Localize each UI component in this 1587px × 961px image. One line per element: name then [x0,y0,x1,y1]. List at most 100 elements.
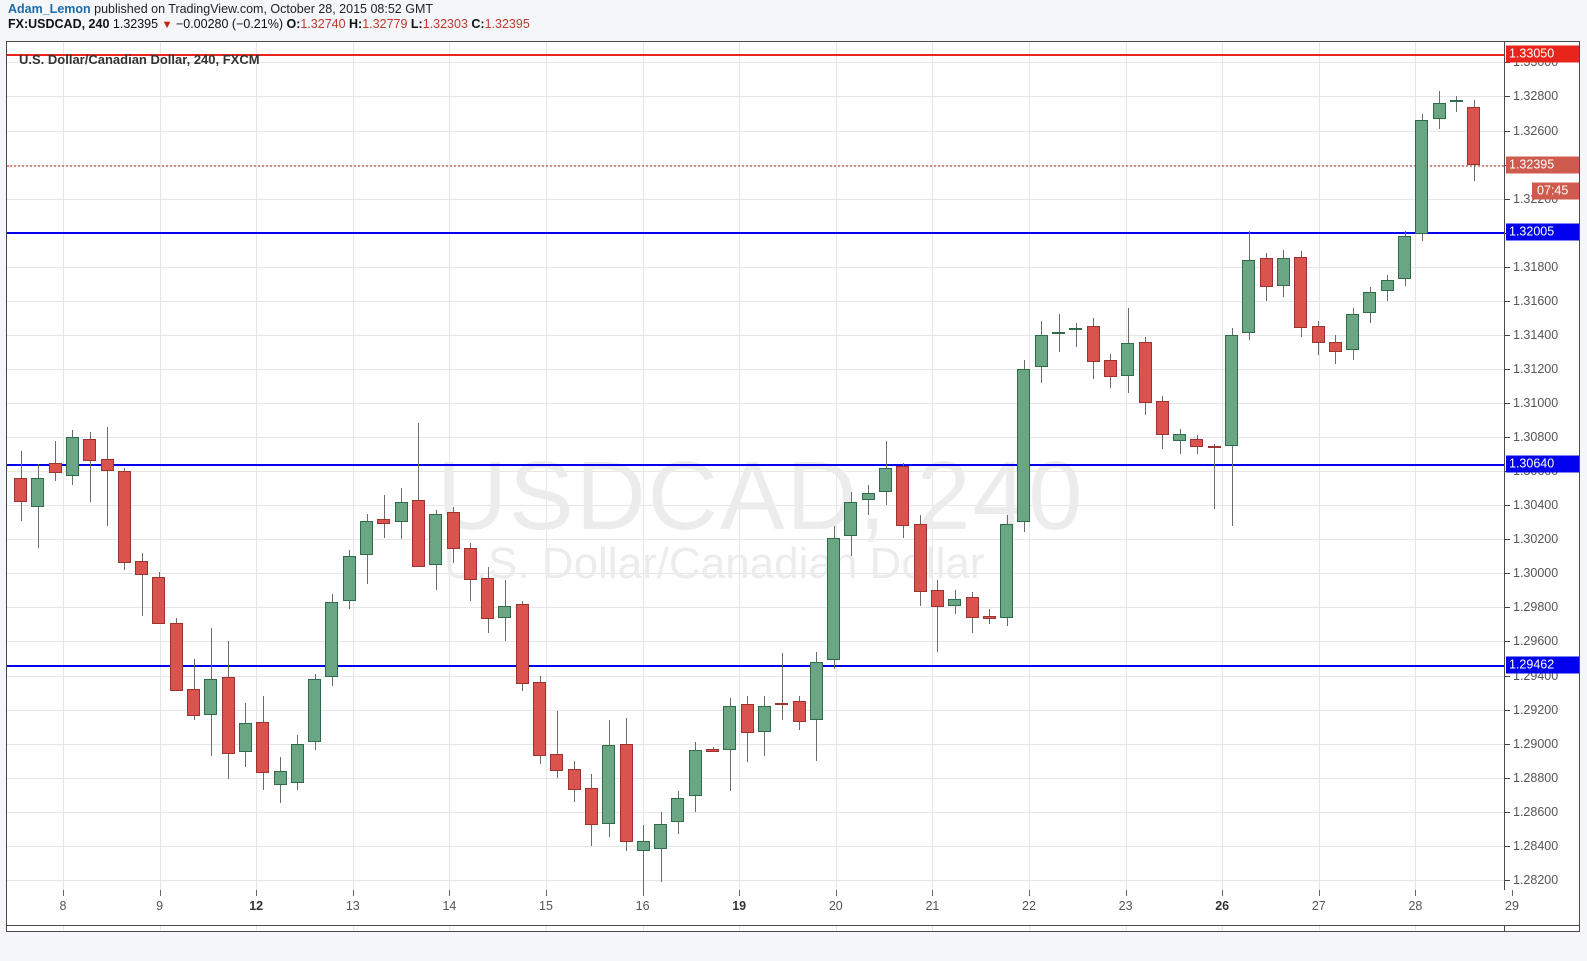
price-tick-label: 1.30200 [1513,532,1559,547]
level-line[interactable] [7,464,1504,466]
open-value: 1.32740 [300,17,346,31]
candle-body [290,743,304,783]
candle-body [913,523,927,593]
candle-body [879,467,892,492]
time-tick [932,890,933,896]
candle-wick [1075,323,1077,347]
price-tick-label: 1.28800 [1513,770,1559,785]
level-line[interactable] [7,232,1504,234]
candle-body [1173,433,1187,441]
time-tick [836,890,837,896]
candle-body [1467,106,1481,166]
candle-body [221,677,235,754]
time-axis[interactable]: 8 9 12 13 14 15 16 19 20 21 22 23 26 27 28 29 [6,890,1580,926]
candle-body [1121,343,1135,376]
price-tick [1505,812,1510,813]
candle-body [394,501,408,523]
gridline-horizontal [7,267,1504,268]
price-axis[interactable]: 1.330001.328001.326001.324001.322001.320… [1504,42,1579,931]
gridline-vertical [1222,42,1223,931]
candle-body [1225,334,1238,446]
price-tick [1505,607,1510,608]
gridline-vertical [1415,42,1416,931]
price-tick [1505,573,1510,574]
price-tick [1505,778,1510,779]
price-tick-label: 1.31200 [1513,361,1559,376]
price-badge[interactable]: 1.32395 [1506,156,1579,174]
price-badge[interactable]: 1.30640 [1506,455,1579,473]
candle-body [602,745,616,824]
time-tick-label: 19 [732,899,747,913]
candle-body [377,518,391,524]
price-tick [1505,744,1510,745]
price-badge[interactable]: 1.32005 [1506,223,1579,241]
candle-body [515,604,529,685]
candle-body [169,622,183,691]
time-tick [1512,890,1513,896]
price-tick-label: 1.30800 [1513,430,1559,445]
candle-body [429,513,443,565]
gridline-horizontal [7,778,1504,779]
gridline-horizontal [7,846,1504,847]
candle-body [463,547,477,581]
price-badge[interactable]: 1.33050 [1506,45,1579,63]
candle-body [411,500,425,567]
candle-wick [418,423,420,531]
bar-countdown-badge[interactable]: 07:45 [1532,182,1579,200]
candle-body [446,512,460,550]
price-plot-area[interactable]: USDCAD, 240 U.S. Dollar/Canadian Dollar … [7,42,1504,931]
time-tick [739,890,740,896]
price-tick-label: 1.28200 [1513,872,1559,887]
time-tick-label: 21 [925,899,940,913]
candle-body [325,602,339,678]
candle-body [1276,258,1290,286]
candle-body [654,823,668,850]
candle-body [1052,331,1065,334]
time-tick-label: 12 [249,899,264,913]
gridline-horizontal [7,676,1504,677]
gridline-vertical [63,42,64,931]
candle-body [31,477,45,507]
gridline-horizontal [7,812,1504,813]
candle-body [896,466,910,526]
candle-body [1363,292,1377,313]
price-badge[interactable]: 1.29462 [1506,656,1579,674]
time-tick [1029,890,1030,896]
candle-body [1017,368,1031,523]
price-tick [1505,676,1510,677]
time-tick-label: 13 [345,899,360,913]
time-tick-label: 9 [156,899,164,913]
price-tick-label: 1.31600 [1513,293,1559,308]
time-tick-label: 27 [1311,899,1326,913]
candle-body [14,477,27,502]
level-line[interactable] [7,54,1504,56]
candle-wick [868,484,870,516]
price-tick-label: 1.29200 [1513,702,1559,717]
chart-panel[interactable]: USDCAD, 240 U.S. Dollar/Canadian Dollar … [6,41,1580,932]
price-tick [1505,199,1510,200]
time-tick-label: 23 [1118,899,1133,913]
price-tick-label: 1.30400 [1513,498,1559,513]
time-tick-label: 22 [1022,899,1036,913]
gridline-horizontal [7,880,1504,881]
level-line[interactable] [7,165,1504,167]
level-line[interactable] [7,665,1504,667]
candle-body [844,501,858,536]
price-tick-label: 1.31000 [1513,396,1559,411]
price-tick [1505,539,1510,540]
candle-body [567,769,581,790]
author-name[interactable]: Adam_Lemon [8,2,91,16]
candle-body [256,721,270,773]
candle-wick [1179,428,1181,455]
symbol-label[interactable]: FX:USDCAD, 240 [8,17,110,31]
gridline-vertical [1126,42,1127,931]
close-value: 1.32395 [484,17,530,31]
candle-body [827,537,841,661]
price-tick-label: 1.31400 [1513,327,1559,342]
price-tick-label: 1.31800 [1513,259,1559,274]
price-tick [1505,641,1510,642]
price-change: −0.00280 (−0.21%) [175,17,283,31]
down-arrow-icon: ▼ [161,19,173,31]
candle-body [100,459,114,472]
